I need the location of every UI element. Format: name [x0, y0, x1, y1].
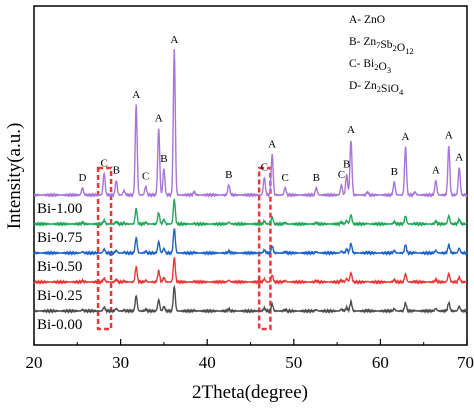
- series-line-bi-0-50: [33, 228, 468, 257]
- peak-label-8: A: [170, 34, 178, 46]
- highlight-box-1: [96, 166, 113, 331]
- peak-label-7: B: [160, 153, 167, 165]
- series-layer: [33, 49, 468, 315]
- peak-label-15: B: [343, 159, 350, 171]
- series-label-bi-0-75: Bi-0.75: [37, 230, 82, 246]
- x-tick-label-70: 70: [457, 353, 474, 372]
- series-line-bi-0-25: [33, 257, 468, 286]
- series-label-bi-0-00: Bi-0.00: [37, 317, 82, 333]
- peak-label-17: B: [391, 166, 398, 178]
- legend-entry-c: C- Bi2O3: [349, 58, 391, 75]
- x-tick-label-30: 30: [112, 353, 129, 372]
- peak-label-13: B: [313, 172, 320, 184]
- series-label-layer: Bi-0.00 Bi-0.25 Bi-0.50 Bi-0.75 Bi-1.00: [37, 201, 82, 333]
- series-line-bi-0-75: [33, 198, 468, 228]
- peak-label-10: C: [261, 162, 268, 174]
- legend: A- ZnO B- Zn7Sb2O12 C- Bi2O3 D- Zn2SiO4: [349, 14, 414, 97]
- x-tick-label-50: 50: [285, 353, 302, 372]
- peak-label-19: A: [432, 165, 440, 177]
- peak-label-16: A: [347, 124, 355, 136]
- legend-entry-b: B- Zn7Sb2O12: [349, 36, 414, 56]
- series-line-bi-0-00: [33, 284, 468, 315]
- peak-label-12: C: [281, 172, 288, 184]
- peak-label-1: D: [79, 172, 87, 184]
- x-tick-label-20: 20: [26, 353, 43, 372]
- highlight-box-2: [257, 166, 272, 331]
- series-label-bi-1-00: Bi-1.00: [37, 201, 82, 217]
- legend-entry-a: A- ZnO: [349, 14, 385, 26]
- y-axis-title: Intensity(a.u.): [4, 123, 25, 230]
- peak-label-3: B: [113, 165, 120, 177]
- peak-label-6: A: [155, 112, 163, 124]
- peak-label-14: C: [338, 169, 345, 181]
- x-axis-title: 2Theta(degree): [192, 382, 308, 403]
- peak-label-11: A: [268, 138, 276, 150]
- peak-label-9: B: [225, 169, 232, 181]
- x-tick-label-40: 40: [199, 353, 216, 372]
- peak-label-4: C: [142, 170, 149, 182]
- peak-label-20: A: [445, 130, 453, 142]
- tick-layer: 20 30 40 50 60 70: [26, 339, 474, 372]
- peak-label-21: A: [455, 151, 463, 163]
- peak-label-5: A: [132, 89, 140, 101]
- series-line-bi-1-00: [33, 49, 468, 199]
- peak-label-18: A: [402, 131, 410, 143]
- x-tick-label-60: 60: [372, 353, 389, 372]
- highlight-layer: [96, 166, 272, 331]
- peak-label-2: C: [100, 157, 107, 169]
- series-label-bi-0-50: Bi-0.50: [37, 259, 82, 275]
- series-label-bi-0-25: Bi-0.25: [37, 288, 82, 304]
- legend-entry-d: D- Zn2SiO4: [349, 80, 404, 97]
